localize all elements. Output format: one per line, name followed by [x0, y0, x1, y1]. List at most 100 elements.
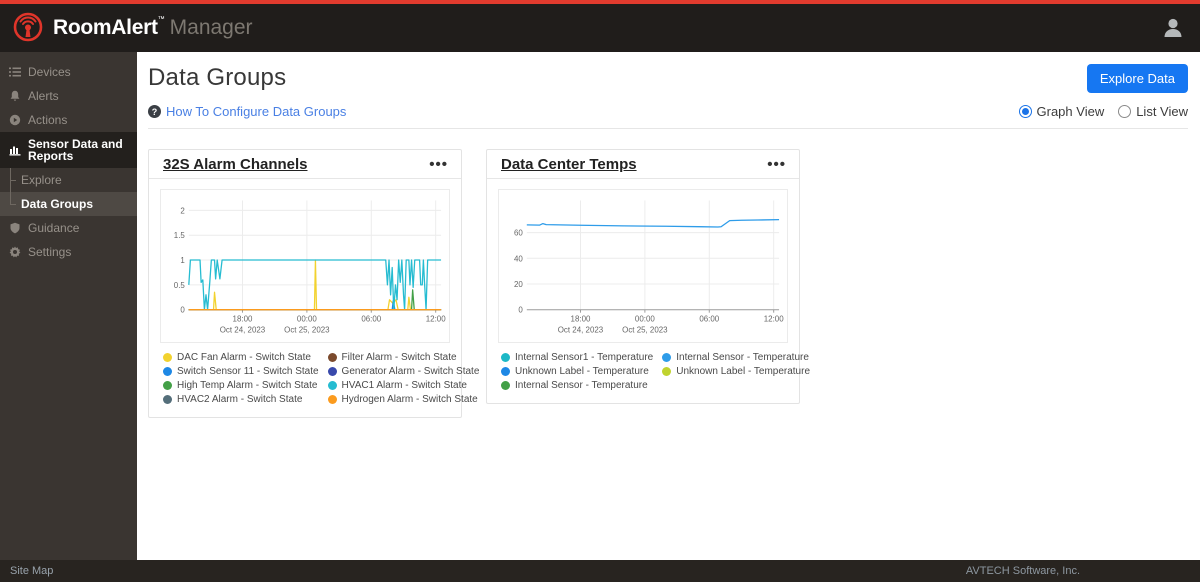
sidebar-item-data-groups[interactable]: Data Groups [0, 192, 137, 216]
sidebar-item-devices[interactable]: Devices [0, 60, 137, 84]
graph-view-radio[interactable]: Graph View [1018, 104, 1105, 119]
legend-label: HVAC1 Alarm - Switch State [341, 380, 467, 391]
help-link-label: How To Configure Data Groups [166, 104, 347, 119]
legend-dot-icon [662, 367, 672, 376]
legend-item[interactable]: Unknown Label - Temperature [662, 366, 810, 377]
legend-label: Hydrogen Alarm - Switch State [341, 394, 478, 405]
legend-label: Filter Alarm - Switch State [341, 352, 457, 363]
list-view-label: List View [1136, 104, 1188, 119]
data-group-card-32s-alarm-channels: 32S Alarm Channels ••• 0 0.5 1 1.5 2 18:00 Oct… [148, 149, 479, 418]
legend-item[interactable]: Unknown Label - Temperature [501, 366, 653, 377]
gear-icon [9, 246, 21, 258]
app-footer: Site Map AVTECH Software, Inc. [0, 560, 1200, 582]
legend-item[interactable]: Generator Alarm - Switch State [327, 366, 480, 377]
legend-label: Internal Sensor1 - Temperature [515, 352, 654, 363]
legend-item[interactable]: Switch Sensor 11 - Switch State [163, 366, 319, 377]
sidebar-item-label: Devices [28, 65, 71, 79]
legend-item[interactable]: High Temp Alarm - Switch State [163, 380, 319, 391]
svg-text:06:00: 06:00 [361, 315, 381, 324]
data-group-cards: 32S Alarm Channels ••• 0 0.5 1 1.5 2 18:00 Oct… [148, 149, 1188, 418]
legend-dot-icon [662, 353, 672, 362]
card-title-link[interactable]: Data Center Temps [501, 156, 637, 173]
legend-item[interactable]: HVAC1 Alarm - Switch State [327, 380, 480, 391]
app-logo[interactable]: RoomAlert™ Manager [10, 10, 253, 46]
legend-dot-icon [501, 381, 510, 390]
view-toggle: Graph View List View [1018, 104, 1188, 119]
svg-text:0: 0 [518, 306, 523, 315]
legend-label: Internal Sensor - Temperature [676, 352, 809, 363]
brand-suffix: Manager [169, 16, 253, 39]
legend-label: Switch Sensor 11 - Switch State [177, 366, 319, 377]
card-title-link[interactable]: 32S Alarm Channels [163, 156, 308, 173]
legend-dot-icon [327, 367, 337, 376]
sidebar-item-sensor-data-and-reports[interactable]: Sensor Data and Reports [0, 132, 137, 168]
graph-view-label: Graph View [1036, 104, 1105, 119]
sidebar-item-actions[interactable]: Actions [0, 108, 137, 132]
card-options-menu-icon[interactable]: ••• [429, 155, 448, 173]
how-to-configure-link[interactable]: ? How To Configure Data Groups [148, 104, 346, 119]
svg-text:2: 2 [180, 206, 185, 215]
roomalert-logo-icon [13, 12, 43, 42]
page-title: Data Groups [148, 64, 287, 91]
legend-label: Generator Alarm - Switch State [341, 366, 480, 377]
site-map-link[interactable]: Site Map [10, 565, 54, 577]
svg-text:00:00: 00:00 [635, 315, 655, 324]
card-options-menu-icon[interactable]: ••• [767, 155, 786, 173]
sidebar-nav: Devices Alerts Actions Sensor Data and R… [0, 52, 137, 560]
legend-item[interactable]: HVAC2 Alarm - Switch State [163, 394, 319, 405]
legend-item[interactable]: Internal Sensor - Temperature [501, 380, 653, 391]
question-mark-icon: ? [148, 105, 161, 118]
svg-text:20: 20 [514, 280, 523, 289]
sidebar-item-explore[interactable]: Explore [0, 168, 137, 192]
sidebar-item-alerts[interactable]: Alerts [0, 84, 137, 108]
list-icon [9, 67, 21, 77]
sidebar-item-label: Guidance [28, 221, 80, 235]
legend-item[interactable]: Internal Sensor1 - Temperature [501, 352, 653, 363]
svg-text:12:00: 12:00 [426, 315, 446, 324]
sidebar-item-settings[interactable]: Settings [0, 240, 137, 264]
radio-selected-icon [1018, 105, 1032, 118]
brand-name: RoomAlert [53, 16, 158, 39]
svg-text:18:00: 18:00 [233, 315, 253, 324]
legend-dot-icon [501, 353, 510, 362]
brand-trademark: ™ [157, 16, 165, 23]
sidebar-item-label: Data Groups [21, 197, 94, 211]
radio-unselected-icon [1118, 105, 1132, 118]
svg-text:12:00: 12:00 [764, 315, 784, 324]
user-account-icon[interactable] [1160, 15, 1186, 41]
explore-data-button[interactable]: Explore Data [1086, 64, 1188, 93]
legend-dot-icon [163, 395, 172, 404]
shield-icon [10, 222, 20, 234]
svg-text:1: 1 [180, 256, 185, 265]
play-circle-icon [9, 114, 21, 126]
legend-item[interactable]: Internal Sensor - Temperature [662, 352, 810, 363]
chart-icon [9, 146, 21, 156]
legend-label: Internal Sensor - Temperature [515, 380, 648, 391]
svg-text:0.5: 0.5 [174, 281, 186, 290]
legend-dot-icon [327, 381, 337, 390]
legend-label: HVAC2 Alarm - Switch State [177, 394, 303, 405]
svg-text:40: 40 [514, 254, 523, 263]
section-divider [148, 128, 1188, 129]
svg-text:0: 0 [180, 306, 185, 315]
legend-item[interactable]: Hydrogen Alarm - Switch State [327, 394, 480, 405]
legend-dot-icon [163, 367, 172, 376]
sidebar-item-label: Actions [28, 113, 68, 127]
chart-legend: Internal Sensor1 - Temperature Internal S… [487, 347, 810, 403]
legend-label: DAC Fan Alarm - Switch State [177, 352, 311, 363]
svg-text:Oct 25, 2023: Oct 25, 2023 [622, 326, 668, 335]
accent-top-bar [0, 0, 1200, 4]
sidebar-item-label: Sensor Data and Reports [28, 137, 123, 163]
sidebar-item-label: Alerts [28, 89, 59, 103]
svg-text:Oct 24, 2023: Oct 24, 2023 [220, 326, 266, 335]
legend-dot-icon [163, 353, 172, 362]
legend-dot-icon [327, 353, 337, 362]
sidebar-item-guidance[interactable]: Guidance [0, 216, 137, 240]
bell-icon [10, 90, 20, 101]
svg-text:00:00: 00:00 [297, 315, 317, 324]
legend-item[interactable]: DAC Fan Alarm - Switch State [163, 352, 319, 363]
svg-text:18:00: 18:00 [571, 315, 591, 324]
legend-item[interactable]: Filter Alarm - Switch State [327, 352, 480, 363]
legend-dot-icon [327, 395, 337, 404]
list-view-radio[interactable]: List View [1118, 104, 1188, 119]
